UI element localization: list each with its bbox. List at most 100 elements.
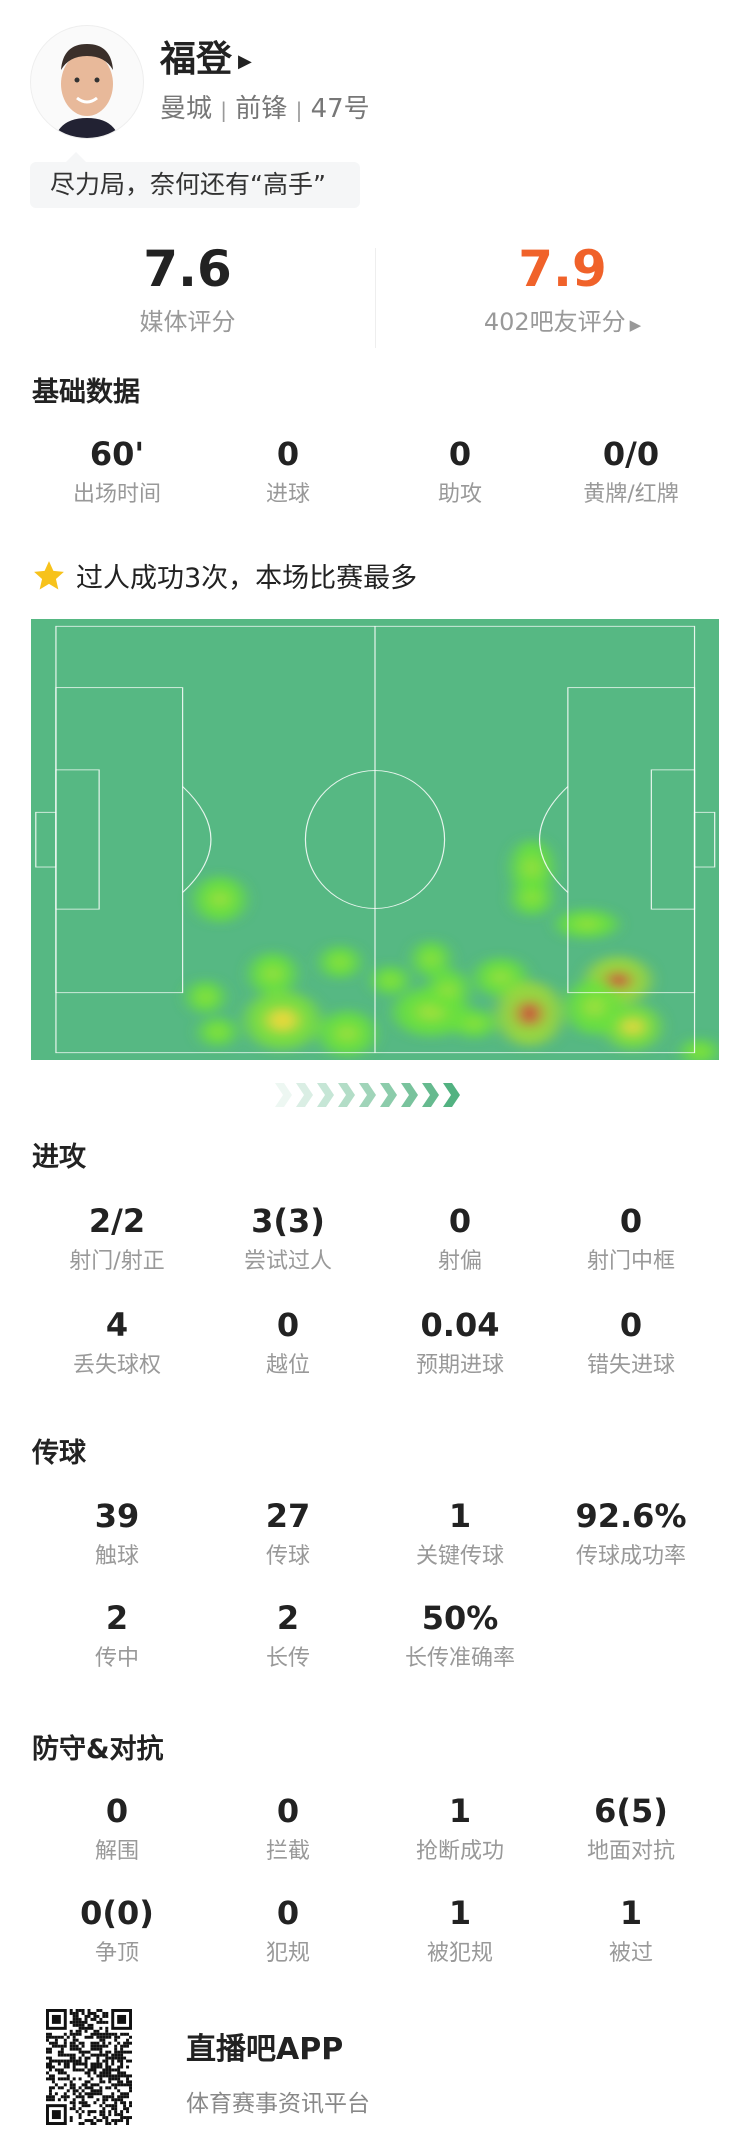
caret-right-icon: ▶ bbox=[629, 316, 642, 334]
heat-blob-core bbox=[265, 966, 281, 982]
chevron-right-icon bbox=[338, 1083, 355, 1107]
heat-blob-core bbox=[467, 1019, 481, 1029]
comment-bubble: 尽力局，奈何还有“高手” bbox=[30, 152, 360, 208]
stat-item: 3(3) 尝试过人 bbox=[198, 1201, 378, 1275]
stat-item: 0 进球 bbox=[198, 434, 378, 508]
fan-rating-value: 7.9 bbox=[518, 240, 607, 298]
heat-blob-core bbox=[525, 891, 538, 904]
heat-blob-core bbox=[268, 1009, 297, 1032]
chevron-right-icon bbox=[422, 1083, 439, 1107]
stat-label: 射门/射正 bbox=[69, 1249, 165, 1274]
stat-item: 50% 长传准确率 bbox=[370, 1598, 550, 1672]
stat-label: 预期进球 bbox=[415, 1353, 504, 1378]
stat-item: 0/0 黄牌/红牌 bbox=[541, 434, 721, 508]
stat-item: 0 犯规 bbox=[198, 1893, 378, 1967]
stat-label: 抢断成功 bbox=[415, 1839, 504, 1864]
stat-item: 1 抢断成功 bbox=[370, 1791, 550, 1865]
heatmap-pitch bbox=[31, 619, 719, 1060]
heat-blob-core bbox=[212, 1027, 224, 1037]
stat-value: 1 bbox=[448, 1792, 472, 1830]
stat-value: 39 bbox=[94, 1497, 140, 1535]
stat-label: 被犯规 bbox=[426, 1941, 493, 1966]
chevron-right-icon bbox=[359, 1083, 376, 1107]
chevron-right-icon bbox=[317, 1083, 334, 1107]
stat-item: 0 越位 bbox=[198, 1305, 378, 1379]
stat-item: 6(5) 地面对抗 bbox=[541, 1791, 721, 1865]
stat-value: 4 bbox=[105, 1306, 129, 1344]
stat-label: 传球 bbox=[265, 1544, 310, 1569]
heat-blob-core bbox=[441, 982, 455, 998]
heat-blob-core bbox=[337, 1025, 357, 1042]
stat-label: 触球 bbox=[94, 1544, 139, 1569]
section-title-attack: 进攻 bbox=[32, 1142, 86, 1173]
heat-blob-core bbox=[525, 857, 539, 879]
chevron-right-icon bbox=[275, 1083, 292, 1107]
stat-label: 地面对抗 bbox=[586, 1839, 675, 1864]
stat-label: 尝试过人 bbox=[243, 1249, 332, 1274]
stat-label: 射偏 bbox=[437, 1249, 482, 1274]
stat-label: 长传准确率 bbox=[404, 1646, 515, 1671]
player-avatar[interactable] bbox=[30, 25, 144, 139]
stat-item: 1 被犯规 bbox=[370, 1893, 550, 1967]
separator: | bbox=[295, 98, 303, 122]
stat-value: 92.6% bbox=[575, 1497, 687, 1535]
star-icon bbox=[34, 560, 64, 589]
stat-item: 0(0) 争顶 bbox=[27, 1893, 207, 1967]
section-title-defense: 防守&对抗 bbox=[32, 1734, 164, 1765]
media-rating-label: 媒体评分 bbox=[139, 308, 236, 336]
chevron-right-icon bbox=[443, 1083, 460, 1107]
app-slogan: 体育赛事资讯平台 bbox=[186, 2091, 370, 2117]
stat-label: 射门中框 bbox=[586, 1249, 675, 1274]
stat-value: 50% bbox=[421, 1599, 499, 1637]
stat-item: 0.04 预期进球 bbox=[370, 1305, 550, 1379]
heat-blob-core bbox=[492, 970, 510, 984]
heat-blob-core bbox=[333, 956, 347, 968]
stat-value: 0 bbox=[619, 1202, 643, 1240]
player-info: 曼城 | 前锋 | 47号 bbox=[160, 88, 370, 125]
heat-blob-core bbox=[606, 971, 631, 990]
stat-item: 4 丢失球权 bbox=[27, 1305, 207, 1379]
divider bbox=[375, 248, 376, 348]
stat-item: 39 触球 bbox=[27, 1496, 207, 1570]
qr-code-icon bbox=[46, 2009, 132, 2125]
stat-label: 黄牌/红牌 bbox=[583, 482, 679, 507]
stat-item: 60' 出场时间 bbox=[27, 434, 207, 508]
stat-value: 0/0 bbox=[602, 435, 660, 473]
chevron-right-icon bbox=[380, 1083, 397, 1107]
stat-value: 6(5) bbox=[594, 1792, 668, 1830]
stat-label: 错失进球 bbox=[586, 1353, 675, 1378]
fan-rating-label: 402吧友评分 bbox=[483, 308, 626, 336]
heat-blob-core bbox=[200, 991, 212, 1003]
heat-blob-core bbox=[211, 890, 229, 908]
stat-value: 0 bbox=[276, 1306, 300, 1344]
heat-blob-core bbox=[694, 1047, 706, 1056]
stat-item: 2 长传 bbox=[198, 1598, 378, 1672]
fan-rating[interactable]: 7.9 402吧友评分 ▶ bbox=[375, 240, 750, 337]
stat-label: 关键传球 bbox=[415, 1544, 504, 1569]
stat-value: 0 bbox=[276, 435, 300, 473]
highlight-text: 过人成功3次，本场比赛最多 bbox=[76, 563, 418, 594]
stat-item: 0 错失进球 bbox=[541, 1305, 721, 1379]
team: 曼城 bbox=[160, 94, 213, 124]
media-rating-value: 7.6 bbox=[143, 240, 232, 298]
fan-rating-link[interactable]: 402吧友评分 ▶ bbox=[375, 302, 750, 337]
stat-label: 进球 bbox=[265, 482, 310, 507]
stat-label: 传球成功率 bbox=[575, 1544, 686, 1569]
attack-direction-arrows bbox=[275, 1083, 460, 1107]
player-name[interactable]: 福登 ▶ bbox=[160, 39, 252, 80]
stat-value: 0.04 bbox=[420, 1306, 500, 1344]
stat-item: 0 拦截 bbox=[198, 1791, 378, 1865]
stat-label: 解围 bbox=[94, 1839, 139, 1864]
position: 前锋 bbox=[235, 94, 288, 124]
separator: | bbox=[220, 98, 228, 122]
stat-value: 0(0) bbox=[80, 1894, 154, 1932]
stat-item: 0 射偏 bbox=[370, 1201, 550, 1275]
stat-value: 2 bbox=[105, 1599, 129, 1637]
stat-value: 1 bbox=[448, 1497, 472, 1535]
chevron-right-icon bbox=[401, 1083, 418, 1107]
stat-value: 0 bbox=[276, 1894, 300, 1932]
stat-item: 2/2 射门/射正 bbox=[27, 1201, 207, 1275]
stat-value: 0 bbox=[619, 1306, 643, 1344]
heat-blob-core bbox=[425, 952, 437, 965]
stat-value: 27 bbox=[265, 1497, 311, 1535]
